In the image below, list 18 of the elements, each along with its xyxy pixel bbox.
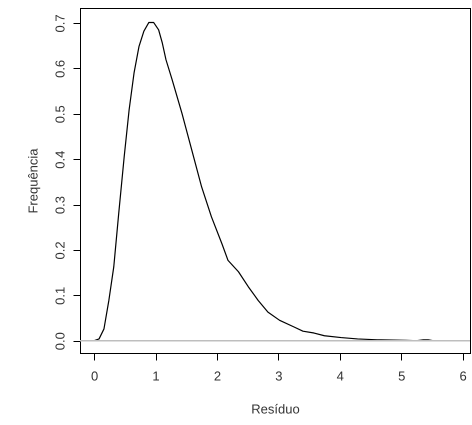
- y-tick-label: 0.2: [52, 241, 68, 260]
- x-axis-title: Resíduo: [251, 402, 300, 416]
- y-axis-title: Frequência: [26, 148, 40, 214]
- y-tick-label: 0.4: [52, 150, 68, 169]
- x-tick-label: 0: [91, 368, 98, 384]
- y-tick-label: 0.1: [52, 286, 68, 305]
- x-tick-label: 2: [214, 368, 222, 384]
- x-tick-label: 1: [152, 368, 160, 384]
- x-tick-label: 3: [275, 368, 282, 384]
- x-tick-label: 6: [460, 368, 467, 384]
- y-tick-label: 0.3: [52, 196, 68, 214]
- x-tick-label: 5: [398, 368, 406, 384]
- y-tick-label: 0.7: [52, 14, 68, 33]
- y-tick-label: 0.5: [52, 105, 68, 124]
- y-tick-label: 0.6: [52, 60, 68, 78]
- line-series: [94, 22, 434, 342]
- y-tick-label: 0.0: [52, 332, 68, 350]
- x-tick-label: 4: [336, 368, 344, 384]
